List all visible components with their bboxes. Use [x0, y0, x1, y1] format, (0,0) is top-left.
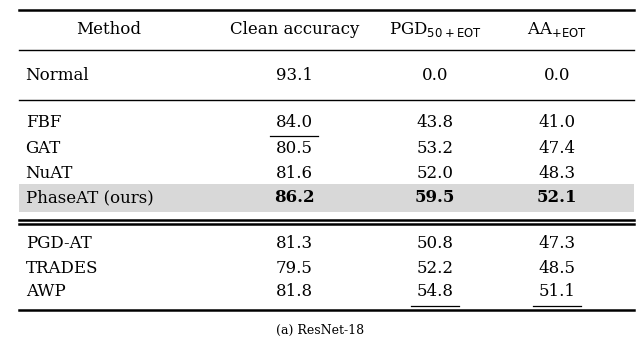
Text: AWP: AWP	[26, 283, 65, 300]
Text: 0.0: 0.0	[422, 67, 449, 84]
Text: Clean accuracy: Clean accuracy	[230, 21, 359, 38]
Text: (a) ResNet-18: (a) ResNet-18	[276, 324, 364, 336]
Text: 81.8: 81.8	[276, 283, 313, 300]
Text: 50.8: 50.8	[417, 235, 454, 252]
Text: 53.2: 53.2	[417, 140, 454, 157]
Text: 43.8: 43.8	[417, 114, 454, 131]
Text: 51.1: 51.1	[538, 283, 575, 300]
Text: 93.1: 93.1	[276, 67, 313, 84]
Text: TRADES: TRADES	[26, 260, 98, 277]
Text: Method: Method	[76, 21, 141, 38]
Text: PGD-AT: PGD-AT	[26, 235, 92, 252]
Bar	[19, 184, 634, 212]
Text: 81.6: 81.6	[276, 164, 313, 182]
Text: 54.8: 54.8	[417, 283, 454, 300]
Text: 59.5: 59.5	[415, 189, 456, 206]
Text: 86.2: 86.2	[274, 189, 315, 206]
Text: AA$_{+\mathrm{EOT}}$: AA$_{+\mathrm{EOT}}$	[527, 20, 587, 40]
Text: PhaseAT (ours): PhaseAT (ours)	[26, 189, 154, 206]
Text: PGD$_{50+\mathrm{EOT}}$: PGD$_{50+\mathrm{EOT}}$	[389, 20, 481, 40]
Text: 81.3: 81.3	[276, 235, 313, 252]
Text: 79.5: 79.5	[276, 260, 313, 277]
Text: 41.0: 41.0	[538, 114, 575, 131]
Text: 84.0: 84.0	[276, 114, 313, 131]
Text: 48.3: 48.3	[538, 164, 575, 182]
Text: GAT: GAT	[26, 140, 61, 157]
Text: 52.2: 52.2	[417, 260, 454, 277]
Text: 48.5: 48.5	[538, 260, 575, 277]
Text: 52.1: 52.1	[536, 189, 577, 206]
Text: NuAT: NuAT	[26, 164, 73, 182]
Text: 80.5: 80.5	[276, 140, 313, 157]
Text: Normal: Normal	[26, 67, 89, 84]
Text: FBF: FBF	[26, 114, 61, 131]
Text: 47.3: 47.3	[538, 235, 575, 252]
Text: 52.0: 52.0	[417, 164, 454, 182]
Text: 47.4: 47.4	[538, 140, 575, 157]
Text: 0.0: 0.0	[543, 67, 570, 84]
